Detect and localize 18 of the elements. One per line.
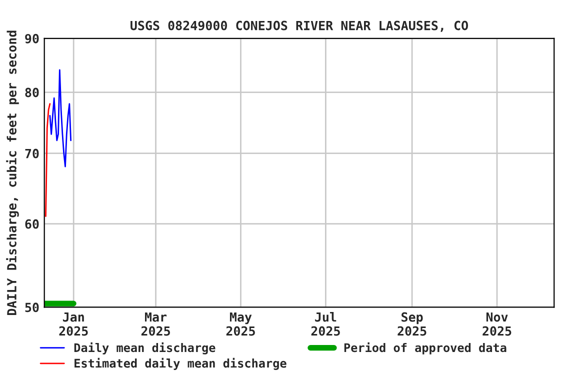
legend-label: Daily mean discharge [74, 342, 216, 354]
y-tick-label: 60 [25, 219, 39, 229]
legend-label: Period of approved data [344, 342, 506, 354]
y-tick-label: 90 [25, 34, 39, 44]
x-tick-label: Jul 2025 [311, 312, 340, 336]
y-tick-label: 70 [25, 148, 39, 158]
y-tick-label: 80 [25, 88, 39, 98]
x-tick-label: May 2025 [226, 312, 255, 336]
x-tick-label: Sep 2025 [398, 312, 426, 336]
x-tick-label: Mar 2025 [141, 312, 170, 336]
legend-label: Estimated daily mean discharge [74, 358, 286, 370]
x-tick-label: Nov 2025 [482, 312, 512, 336]
y-axis-title: DAILY Discharge, cubic feet per second [6, 30, 19, 315]
line-series [49, 69, 72, 168]
x-tick-label: Jan 2025 [59, 312, 88, 336]
line-series [45, 103, 51, 217]
chart-title: USGS 08249000 CONEJOS RIVER NEAR LASAUSES, CO [130, 20, 468, 32]
y-tick-label: 50 [25, 302, 39, 312]
